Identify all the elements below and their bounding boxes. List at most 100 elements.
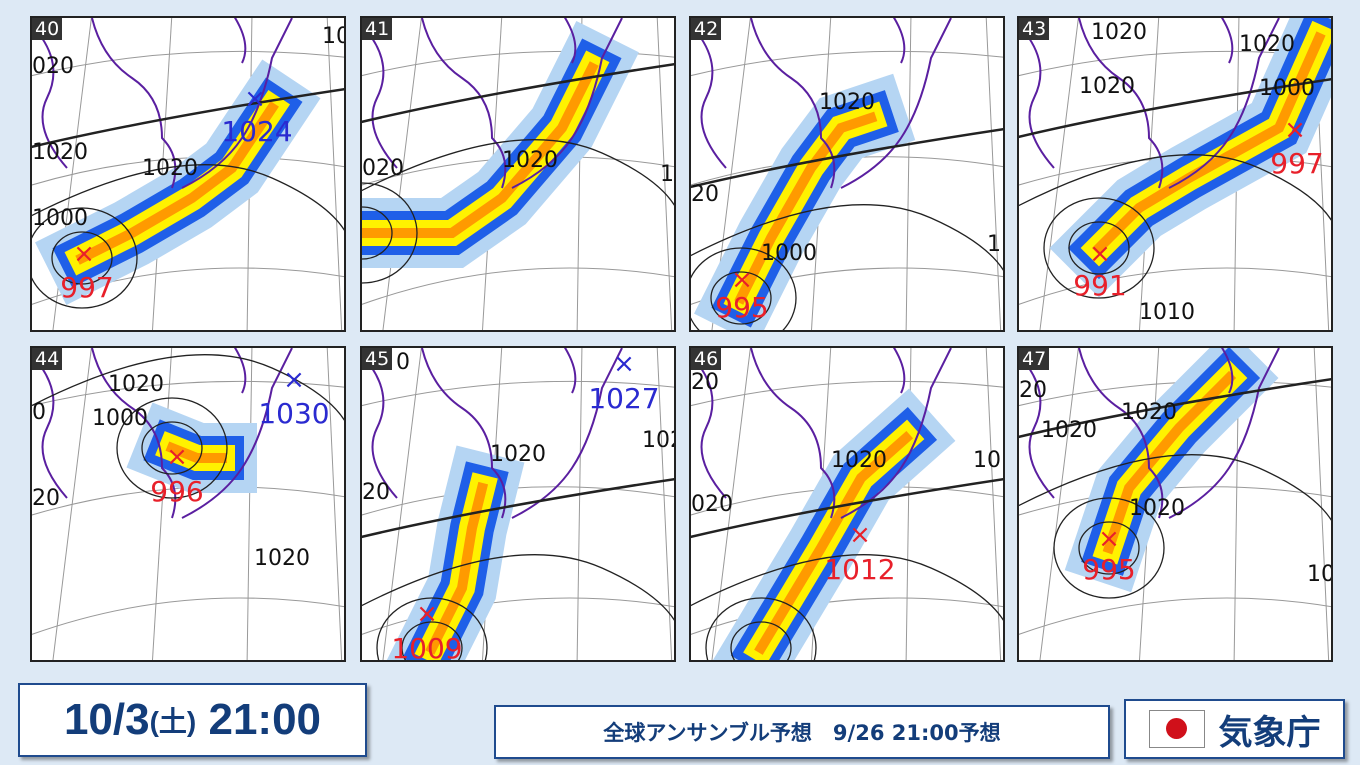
high-pressure-value: 1030 — [258, 397, 330, 430]
isobar-label: 0 — [396, 350, 410, 375]
low-pressure-value: 995 — [715, 291, 769, 324]
map-canvas — [1019, 348, 1331, 660]
high-pressure-value: 1024 — [221, 115, 293, 148]
high-pressure-center-icon: × — [283, 365, 305, 395]
isobar-label: 102 — [642, 428, 674, 453]
map-panel-40: 4002010201020100010×997×1024 — [30, 16, 346, 332]
isobar-label: 20 — [1019, 378, 1047, 403]
isobars — [1019, 377, 1331, 599]
isobar-label: 1020 — [819, 90, 875, 115]
map-panel-41: 41 020 1020 1 — [360, 16, 676, 332]
precipitation-area — [165, 441, 227, 463]
coastline — [700, 348, 952, 519]
isobar-label: 1000 — [1259, 76, 1315, 101]
isobar-label: 1020 — [1121, 400, 1177, 425]
high-pressure-center-icon: × — [613, 349, 635, 379]
map-panel-44: 44 1020 20 1000 1020 0 × 996 × 1030 — [30, 346, 346, 662]
agency-name: 気象庁 — [1218, 712, 1321, 753]
high-pressure-value: 1027 — [588, 382, 660, 415]
isobar-label: 1020 — [502, 148, 558, 173]
isobar-label: 1020 — [490, 442, 546, 467]
low-pressure-value: 991 — [1073, 269, 1127, 302]
member-number: 41 — [362, 18, 393, 40]
isobar-label: 1020 — [254, 546, 310, 571]
member-number: 43 — [1019, 18, 1050, 40]
isobars — [32, 87, 344, 309]
isobars — [32, 354, 344, 499]
graticule — [1019, 348, 1331, 660]
weekday: (土) — [149, 706, 197, 737]
isobar-label: 1020 — [108, 372, 164, 397]
member-number: 46 — [691, 348, 722, 370]
coastline — [41, 348, 293, 519]
low-pressure-value: 997 — [60, 271, 114, 304]
map-canvas — [1019, 18, 1331, 330]
graticule — [32, 348, 344, 660]
isobar-label: 1 — [987, 232, 1001, 257]
map-canvas — [32, 348, 344, 660]
isobar-label: 1020 — [142, 156, 198, 181]
member-number: 44 — [32, 348, 63, 370]
low-pressure-center-icon: × — [416, 599, 438, 629]
map-canvas — [691, 348, 1003, 660]
isobar-label: 1020 — [1239, 32, 1295, 57]
forecast-info: 全球アンサンブル予想 9/26 21:00予想 — [494, 705, 1110, 759]
isobar-label: 1020 — [1091, 20, 1147, 45]
agency-logo: 気象庁 — [1124, 699, 1345, 759]
isobars — [691, 127, 1003, 330]
isobar-label: 1020 — [32, 140, 88, 165]
low-pressure-value: 1012 — [824, 553, 896, 586]
isobar-label: 10 — [973, 448, 1001, 473]
isobars — [362, 477, 674, 660]
isobar-label: 1000 — [761, 241, 817, 266]
isobars — [691, 477, 1003, 660]
forecast-valid-time: 10/3 (土) 21:00 — [18, 683, 367, 757]
map-panel-47: 47 20 1020 1020 1020 102 ×995 — [1017, 346, 1333, 662]
coastline — [1028, 18, 1280, 189]
coastline — [371, 348, 623, 519]
japan-flag-icon — [1148, 710, 1205, 748]
isobar-label: 102 — [1307, 562, 1331, 587]
isobar-label: 20 — [32, 486, 60, 511]
isobar-label: 1000 — [32, 206, 88, 231]
isobar-label: 20 — [691, 370, 719, 395]
date: 10/3 — [63, 695, 150, 744]
isobar-label: 0 — [32, 400, 46, 425]
low-pressure-center-icon: × — [1089, 239, 1111, 269]
coastline — [700, 18, 952, 189]
coastline — [41, 18, 293, 189]
low-pressure-value: 995 — [1082, 553, 1136, 586]
precipitation-area — [734, 111, 878, 305]
coastline — [371, 18, 623, 189]
map-canvas — [362, 348, 674, 660]
isobar-label: 1 — [660, 162, 674, 187]
member-number: 40 — [32, 18, 63, 40]
low-pressure-value: 997 — [1270, 147, 1324, 180]
isobars — [362, 62, 674, 284]
map-panel-45: 450102020102×1027×1009 — [360, 346, 676, 662]
low-pressure-center-icon: × — [1284, 115, 1306, 145]
map-panel-46: 46 20 1020 020 10 × 1012 — [689, 346, 1005, 662]
isobar-label: 20 — [691, 182, 719, 207]
isobar-label: 1010 — [1139, 300, 1195, 325]
precipitation-area — [362, 61, 599, 238]
isobar-label: 1000 — [92, 406, 148, 431]
member-number: 42 — [691, 18, 722, 40]
graticule — [1019, 18, 1331, 330]
forecast-info-text: 全球アンサンブル予想 9/26 21:00予想 — [603, 721, 1001, 745]
isobar-label: 020 — [691, 492, 733, 517]
precipitation-area — [425, 481, 489, 655]
precipitation-area — [754, 430, 914, 655]
precipitation-area — [1091, 31, 1326, 256]
low-pressure-center-icon: × — [849, 520, 871, 550]
map-canvas — [362, 18, 674, 330]
map-panel-42: 42 1020 20 1000 1 × 995 — [689, 16, 1005, 332]
isobar-label: 1020 — [1041, 418, 1097, 443]
isobar-label: 020 — [32, 54, 74, 79]
low-pressure-value: 996 — [150, 475, 204, 508]
low-pressure-center-icon: × — [1098, 524, 1120, 554]
map-panel-43: 43 1020 1020 1020 1000 1010 × 991 × 997 — [1017, 16, 1333, 332]
precipitation-area — [75, 101, 279, 265]
high-pressure-center-icon: × — [244, 84, 266, 114]
isobar-label: 10 — [322, 24, 344, 49]
